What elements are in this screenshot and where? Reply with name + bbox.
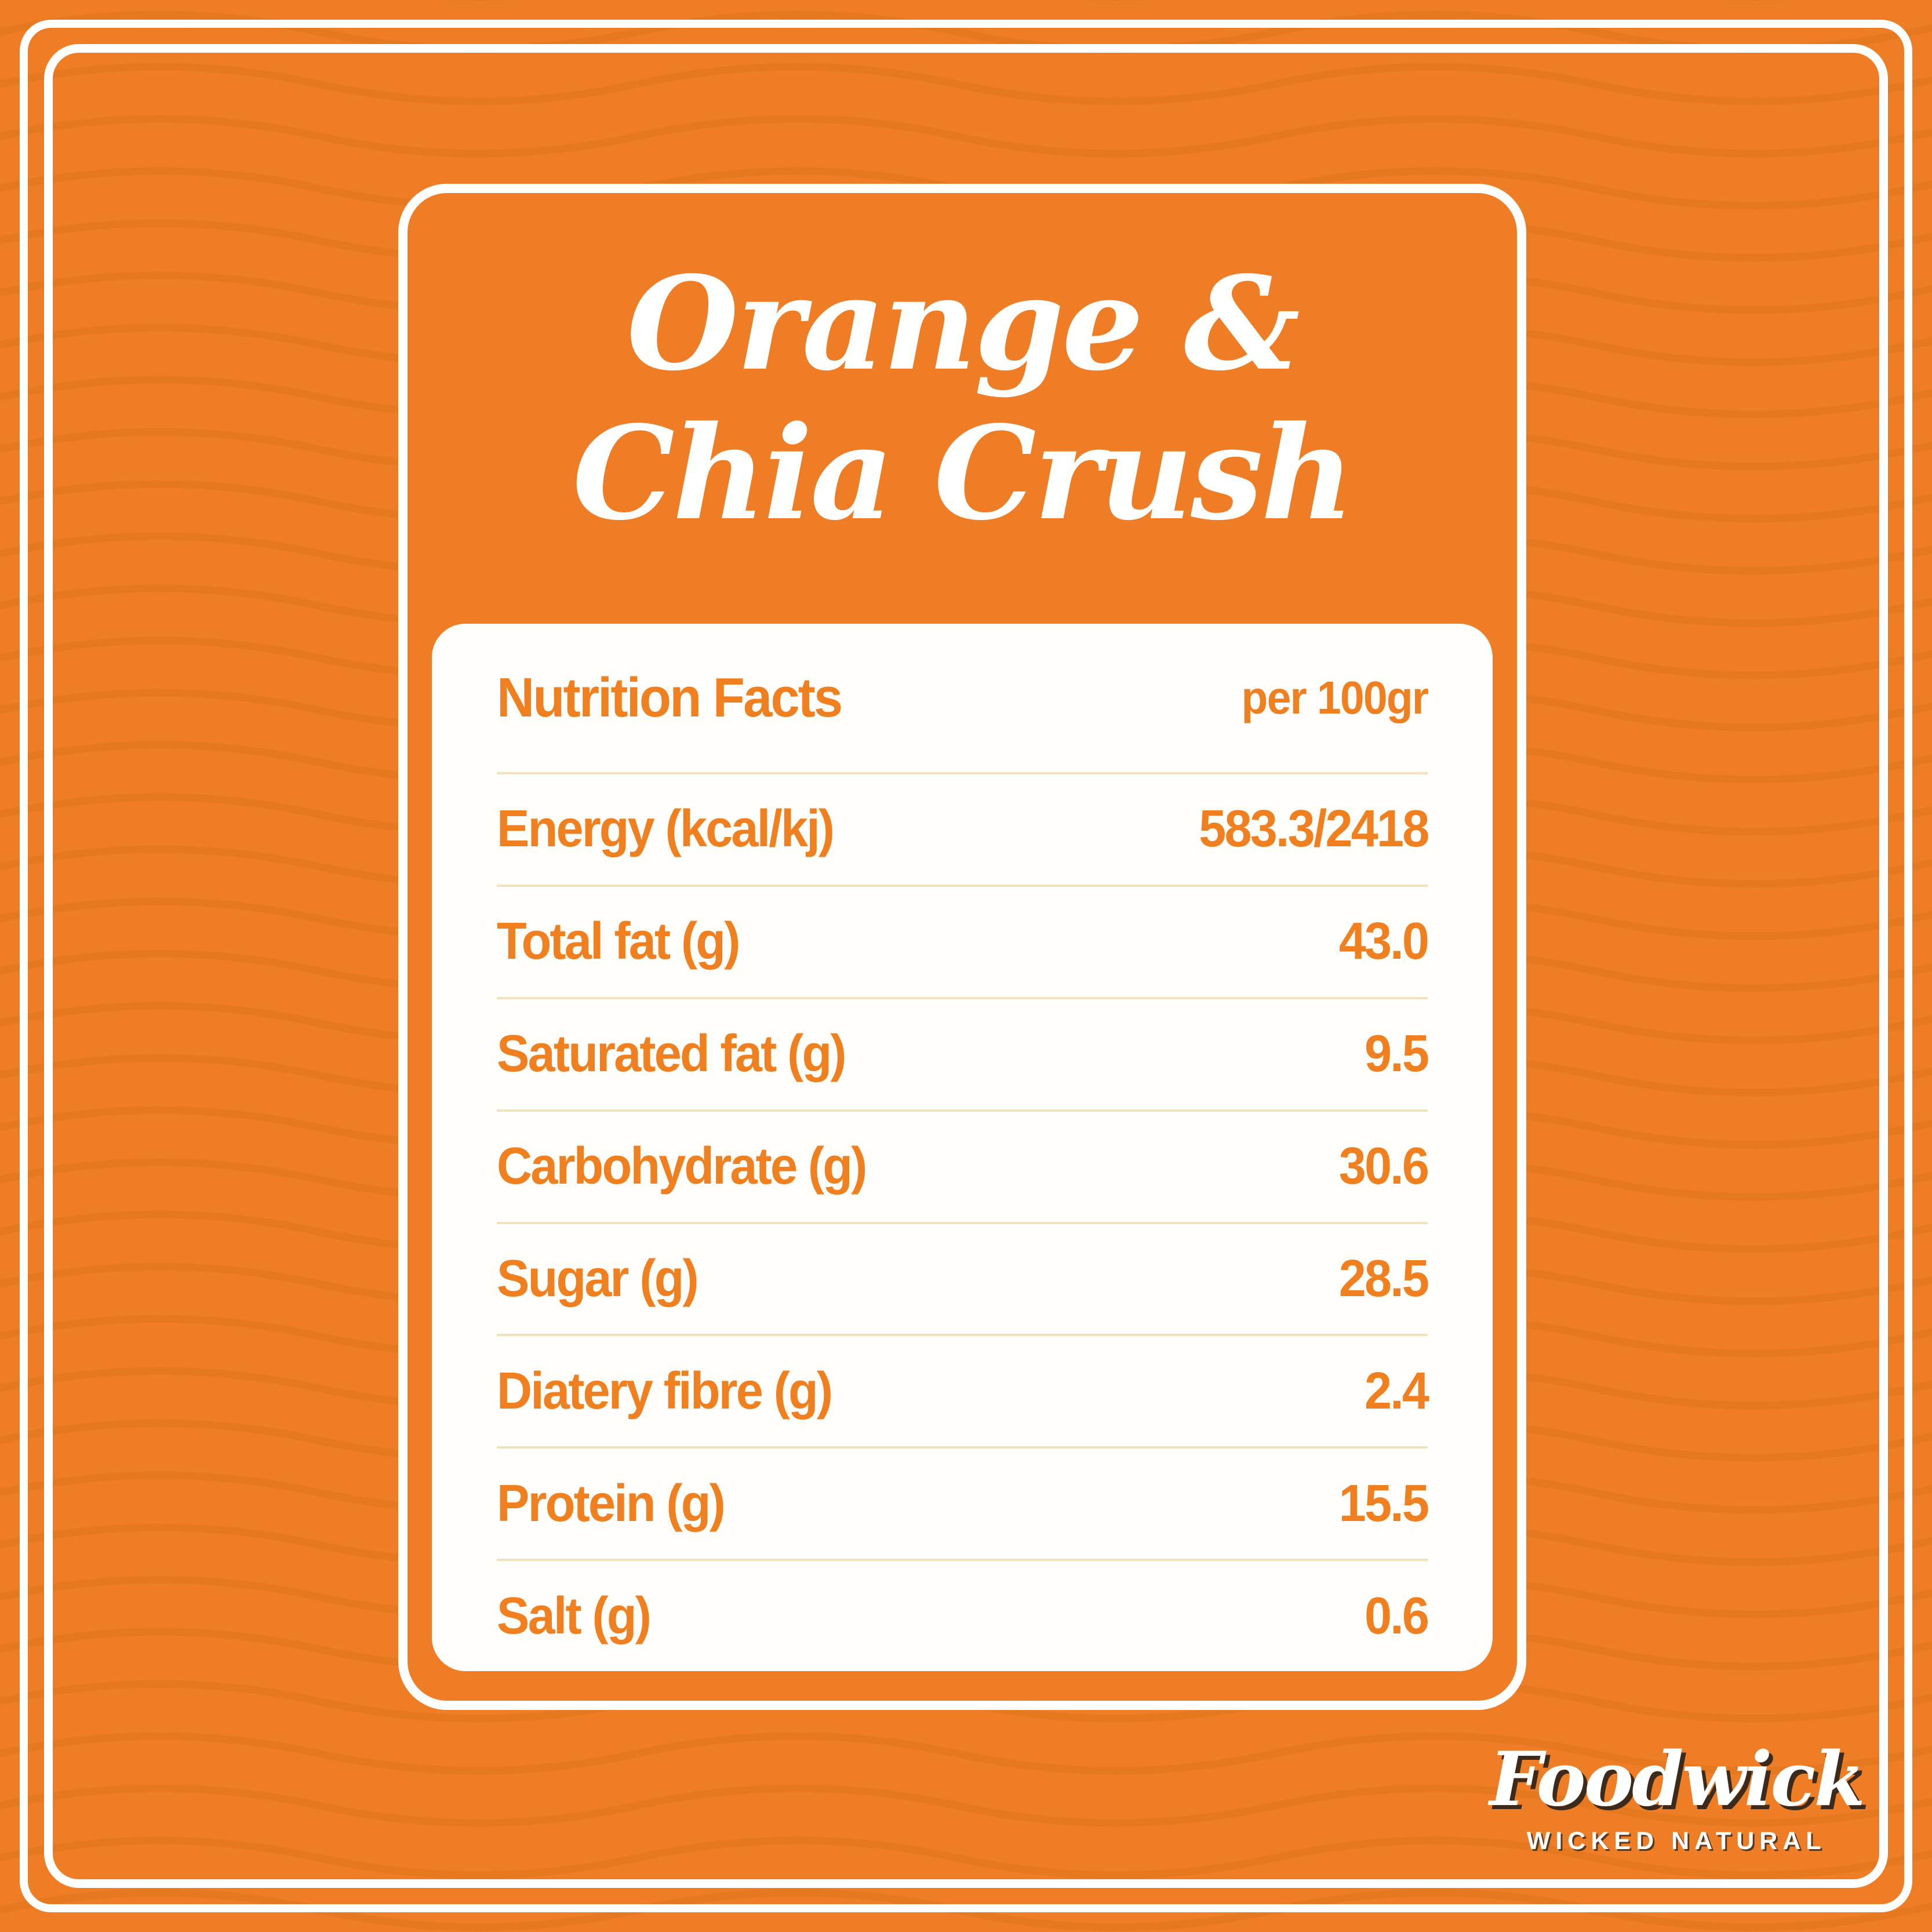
product-title: Orange & Chia Crush <box>407 249 1517 549</box>
table-row: Carbohydrate (g) 30.6 <box>497 1109 1429 1222</box>
row-value-salt: 0.6 <box>1364 1587 1429 1645</box>
table-row: Total fat (g) 43.0 <box>497 884 1429 997</box>
table-row: Diatery fibre (g) 2.4 <box>497 1334 1429 1446</box>
inner-border-frame <box>44 44 1888 1888</box>
nutrition-facts-panel: Nutrition Facts per 100gr Energy (kcal/k… <box>432 624 1493 1671</box>
row-label-total-fat: Total fat (g) <box>497 912 740 971</box>
table-row: Protein (g) 15.5 <box>497 1446 1429 1559</box>
row-label-carbohydrate: Carbohydrate (g) <box>497 1137 867 1196</box>
row-label-saturated-fat: Saturated fat (g) <box>497 1025 847 1083</box>
product-title-line1: Orange & <box>627 249 1300 399</box>
row-value-energy: 583.3/2418 <box>1198 800 1429 858</box>
row-value-saturated-fat: 9.5 <box>1364 1025 1429 1083</box>
row-label-dietary-fibre: Diatery fibre (g) <box>497 1362 833 1420</box>
brand-tagline: WICKED NATURAL <box>1526 1827 1827 1855</box>
table-row: Salt (g) 0.6 <box>497 1559 1429 1671</box>
outer-border-frame <box>20 20 1912 1912</box>
row-label-energy: Energy (kcal/kj) <box>497 800 835 858</box>
row-value-carbohydrate: 30.6 <box>1338 1137 1429 1196</box>
serving-size-label: per 100gr <box>1241 672 1429 723</box>
brand-logo: Foodwick WICKED NATURAL <box>1489 1736 1865 1855</box>
table-row: Energy (kcal/kj) 583.3/2418 <box>497 772 1429 885</box>
row-label-protein: Protein (g) <box>497 1474 726 1533</box>
row-value-sugar: 28.5 <box>1338 1249 1429 1308</box>
row-value-protein: 15.5 <box>1338 1474 1429 1533</box>
nutrition-facts-heading: Nutrition Facts <box>497 667 843 729</box>
brand-name: Foodwick <box>1489 1736 1865 1823</box>
row-value-dietary-fibre: 2.4 <box>1364 1362 1429 1420</box>
row-value-total-fat: 43.0 <box>1338 912 1429 971</box>
product-title-line2: Chia Crush <box>572 398 1354 549</box>
table-row: Saturated fat (g) 9.5 <box>497 996 1429 1109</box>
row-label-sugar: Sugar (g) <box>497 1249 699 1308</box>
row-label-salt: Salt (g) <box>497 1587 652 1645</box>
table-row: Sugar (g) 28.5 <box>497 1221 1429 1334</box>
nutrition-header: Nutrition Facts per 100gr <box>497 624 1429 772</box>
